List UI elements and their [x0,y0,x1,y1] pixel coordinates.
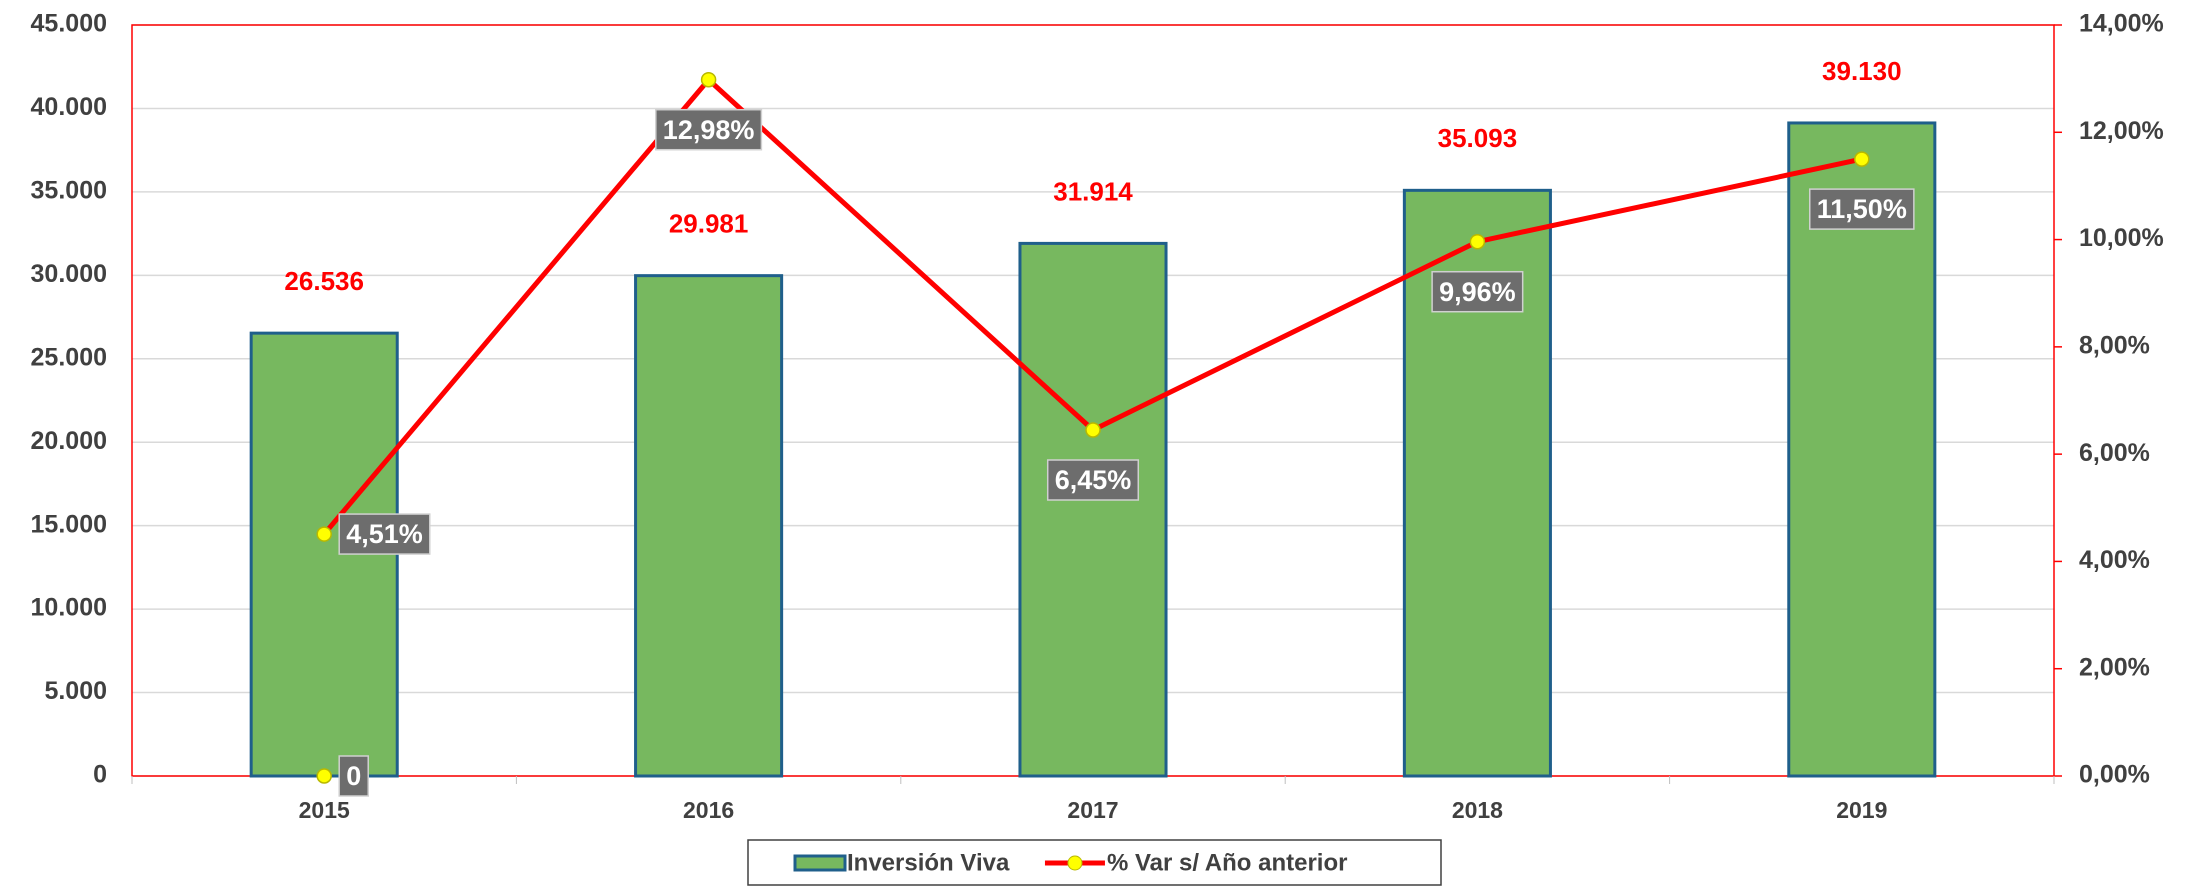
y-tick-label: 45.000 [31,10,107,38]
bar [634,274,784,778]
legend-label: Inversión Viva [847,849,1010,876]
line-value-label-box [338,513,431,555]
legend-marker [1067,855,1083,871]
line-value-label-group: 11,50% [1809,188,1915,230]
line-value-label-box [655,108,763,151]
bar-value-label: 35.093 [1438,123,1518,153]
line-value-label: 11,50% [1817,194,1907,224]
line-value-label-group: 4,51% [338,513,431,555]
y2-tick-label: 10,00% [2079,224,2164,252]
line-value-label: 12,98% [663,115,755,145]
x-tick-label: 2016 [683,797,734,823]
x-tick-label: 2017 [1067,797,1118,823]
y2-tick-label: 8,00% [2079,331,2150,359]
bar-value-label: 39.130 [1822,56,1902,86]
y-tick-label: 15.000 [31,510,107,538]
line-value-label-group: 0 [338,755,369,797]
line-marker [1085,422,1101,438]
line-marker [1469,233,1486,250]
bar [1787,121,1937,778]
bar-value-label: 26.536 [284,266,364,296]
y-tick-label: 20.000 [31,427,107,455]
bar-value-label: 31.914 [1053,176,1133,206]
legend: Inversión Viva % Var s/ Año anterior [747,839,1442,886]
bar [1018,241,1168,778]
y2-tick-label: 12,00% [2079,117,2164,145]
legend-label: % Var s/ Año anterior [1107,849,1348,876]
line-value-label-box [338,755,369,797]
y2-tick-label: 14,00% [2079,10,2164,38]
bar-value-label: 29.981 [669,209,749,239]
y2-tick-label: 6,00% [2079,439,2150,467]
line-value-label-box [1809,188,1915,230]
line-value-label-group: 9,96% [1431,270,1524,313]
line-marker [1854,151,1870,167]
y-tick-label: 35.000 [31,176,107,204]
y2-tick-label: 4,00% [2079,546,2150,574]
x-tick-label: 2015 [299,797,350,823]
line-value-label-box [1046,459,1140,501]
x-tick-label: 2019 [1836,797,1887,823]
y2-tick-label: 2,00% [2079,653,2150,681]
line-marker [316,526,332,542]
y-tick-label: 30.000 [31,260,107,288]
line-marker [700,71,717,88]
line-value-label: 9,96% [1439,277,1516,307]
line-value-label-group: 6,45% [1046,459,1140,501]
y-tick-label: 40.000 [31,93,107,121]
legend-swatch [793,854,847,872]
line-value-label-box [1431,270,1524,313]
y-tick-label: 10.000 [31,594,107,622]
y-tick-label: 25.000 [31,343,107,371]
line-value-label: 6,45% [1055,465,1132,495]
line-value-label: 0 [346,761,361,791]
line-value-label-group: 12,98% [655,108,763,151]
line-value-label: 4,51% [346,519,423,549]
y-tick-label: 0 [93,761,107,789]
line-marker [316,768,332,784]
x-tick-label: 2018 [1452,797,1503,823]
y2-tick-label: 0,00% [2079,761,2150,789]
y-tick-label: 5.000 [44,677,107,705]
